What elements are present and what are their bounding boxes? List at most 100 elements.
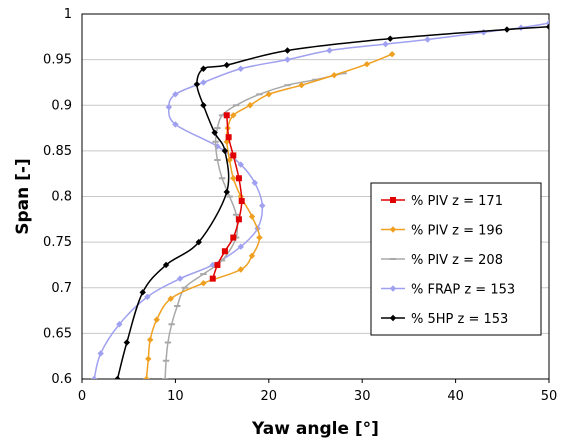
legend-item: % PIV z = 196 — [381, 224, 503, 239]
legend-item: % 5HP z = 153 — [381, 312, 508, 327]
data-point — [259, 202, 266, 209]
data-point — [162, 261, 170, 269]
series-2 — [161, 72, 347, 379]
data-point — [235, 216, 242, 223]
data-point — [390, 197, 396, 203]
legend-label: % 5HP z = 153 — [411, 312, 508, 327]
data-point — [221, 147, 229, 155]
data-point — [251, 179, 258, 187]
data-point — [387, 35, 394, 42]
data-point — [545, 23, 549, 30]
data-point — [143, 375, 150, 379]
data-point — [200, 279, 207, 287]
data-point — [480, 29, 487, 36]
series-0 — [209, 112, 245, 282]
data-point — [230, 112, 237, 119]
data-point — [200, 102, 207, 109]
data-point — [237, 266, 244, 273]
y-tick-label: 0.65 — [43, 326, 72, 341]
data-point — [246, 102, 254, 109]
x-tick-label: 20 — [261, 389, 278, 404]
data-point — [248, 213, 256, 220]
x-axis-title: Yaw angle [°] — [251, 419, 379, 439]
data-point — [214, 261, 221, 268]
data-point — [211, 129, 218, 136]
data-point — [172, 121, 179, 128]
legend: % PIV z = 171 % PIV z = 196 % PIV z = 208%… — [370, 182, 542, 336]
data-point — [223, 61, 230, 69]
data-point — [326, 47, 333, 54]
data-point — [363, 60, 371, 68]
data-point — [90, 375, 98, 379]
data-point — [284, 47, 291, 54]
data-point — [97, 350, 104, 357]
data-point — [238, 198, 245, 205]
legend-label: % PIV z = 208 — [411, 253, 503, 268]
data-point — [116, 321, 123, 328]
data-point — [230, 175, 237, 182]
y-tick-label: 0.75 — [43, 235, 72, 250]
legend-label: % FRAP z = 153 — [411, 283, 515, 298]
data-point — [200, 79, 207, 86]
y-tick-label: 0.95 — [43, 53, 72, 68]
data-point — [167, 295, 174, 302]
data-point — [139, 289, 146, 296]
legend-item: % PIV z = 208 — [381, 253, 503, 268]
data-point — [209, 275, 216, 282]
data-point — [284, 56, 291, 63]
data-point — [225, 134, 232, 141]
x-tick-label: 30 — [354, 389, 371, 404]
legend-label: % PIV z = 171 — [411, 194, 503, 209]
data-point — [330, 71, 338, 79]
series-line — [116, 26, 549, 379]
y-axis-title: Span [-] — [13, 158, 33, 235]
y-tick-label: 0.85 — [43, 144, 72, 159]
series-group — [90, 19, 549, 379]
y-tick-label: 0.8 — [51, 190, 72, 205]
data-point — [114, 375, 121, 379]
data-point — [256, 234, 263, 241]
data-point — [237, 65, 244, 72]
plot-frame — [81, 13, 550, 380]
data-point — [223, 188, 230, 196]
data-point — [230, 152, 237, 159]
series-line — [212, 115, 243, 279]
data-point — [153, 316, 160, 323]
data-point — [388, 50, 396, 58]
series-4 — [114, 23, 549, 379]
y-tick-labels: 0.6 0.65 0.7 0.75 0.8 0.85 0.9 0.95 1 — [43, 7, 72, 387]
y-tick-label: 1 — [64, 7, 72, 22]
y-tick-label: 0.7 — [51, 281, 72, 296]
data-point — [144, 293, 151, 301]
data-point — [389, 226, 397, 233]
data-point — [176, 275, 184, 282]
x-tick-label: 0 — [78, 389, 86, 404]
legend-item: % FRAP z = 153 — [381, 283, 515, 298]
x-tick-label: 10 — [167, 389, 184, 404]
data-point — [424, 36, 431, 43]
data-point — [237, 161, 244, 168]
data-point — [389, 314, 397, 322]
data-point — [146, 336, 154, 343]
data-point — [230, 234, 237, 241]
data-point — [237, 243, 244, 250]
data-point — [165, 103, 173, 111]
x-tick-label: 50 — [541, 389, 558, 404]
y-tick-label: 0.9 — [51, 98, 72, 113]
x-tick-label: 40 — [447, 389, 464, 404]
data-point — [298, 81, 305, 89]
series-1 — [143, 50, 396, 379]
data-point — [172, 91, 179, 98]
y-tick-label: 0.6 — [51, 372, 72, 387]
data-point — [382, 40, 389, 48]
x-tick-labels: 0 10 20 30 40 50 — [78, 379, 557, 404]
data-point — [123, 339, 131, 346]
legend-label: % PIV z = 196 — [411, 224, 503, 239]
data-point — [503, 26, 511, 33]
series-line — [145, 53, 393, 379]
series-line — [93, 22, 549, 379]
data-point — [235, 175, 242, 182]
legend-item: % PIV z = 171 — [381, 194, 503, 209]
data-point — [248, 252, 256, 260]
